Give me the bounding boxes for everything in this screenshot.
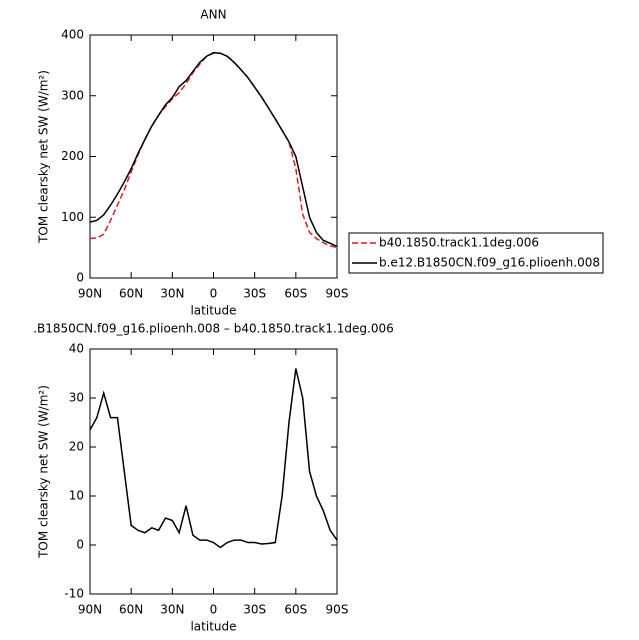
x-tick-label: 60S	[284, 603, 307, 617]
x-tick-label: 60N	[119, 287, 143, 301]
x-axis-label: latitude	[190, 620, 236, 634]
x-tick-label: 0	[210, 603, 218, 617]
x-tick-label: 30S	[243, 603, 266, 617]
series-line	[89, 51, 338, 248]
x-tick-label: 90N	[78, 287, 102, 301]
y-tick-label: -10	[64, 587, 84, 601]
plot-frame	[89, 348, 338, 595]
x-tick-label: 90S	[326, 287, 349, 301]
x-tick-label: 90N	[78, 603, 102, 617]
y-tick-label: 0	[76, 538, 84, 552]
legend-label: b.e12.B1850CN.f09_g16.plioenh.008	[379, 256, 600, 270]
x-tick-label: 60S	[284, 287, 307, 301]
x-tick-label: 30N	[160, 287, 184, 301]
legend-label: b40.1850.track1.1deg.006	[379, 236, 539, 250]
y-tick-label: 20	[69, 440, 84, 454]
y-tick-label: 0	[76, 271, 84, 285]
x-tick-label: 30S	[243, 287, 266, 301]
y-tick-label: 400	[61, 28, 84, 42]
chart-title: .B1850CN.f09_g16.plioenh.008 – b40.1850.…	[33, 322, 394, 336]
series-line	[89, 368, 338, 549]
x-tick-label: 60N	[119, 603, 143, 617]
legend-box	[348, 232, 604, 274]
x-axis-label: latitude	[190, 304, 236, 318]
x-tick-label: 90S	[326, 603, 349, 617]
y-tick-label: 40	[69, 342, 84, 356]
x-tick-label: 0	[210, 287, 218, 301]
y-tick-label: 10	[69, 489, 84, 503]
y-tick-label: 300	[61, 88, 84, 102]
y-axis-label: TOM clearsky net SW (W/m²)	[37, 70, 51, 244]
y-tick-label: 100	[61, 210, 84, 224]
y-tick-label: 30	[69, 391, 84, 405]
chart-title: ANN	[200, 8, 226, 22]
x-tick-label: 30N	[160, 603, 184, 617]
y-tick-label: 200	[61, 149, 84, 163]
series-line	[89, 52, 338, 249]
plot-frame	[89, 34, 338, 279]
y-axis-label: TOM clearsky net SW (W/m²)	[37, 385, 51, 559]
